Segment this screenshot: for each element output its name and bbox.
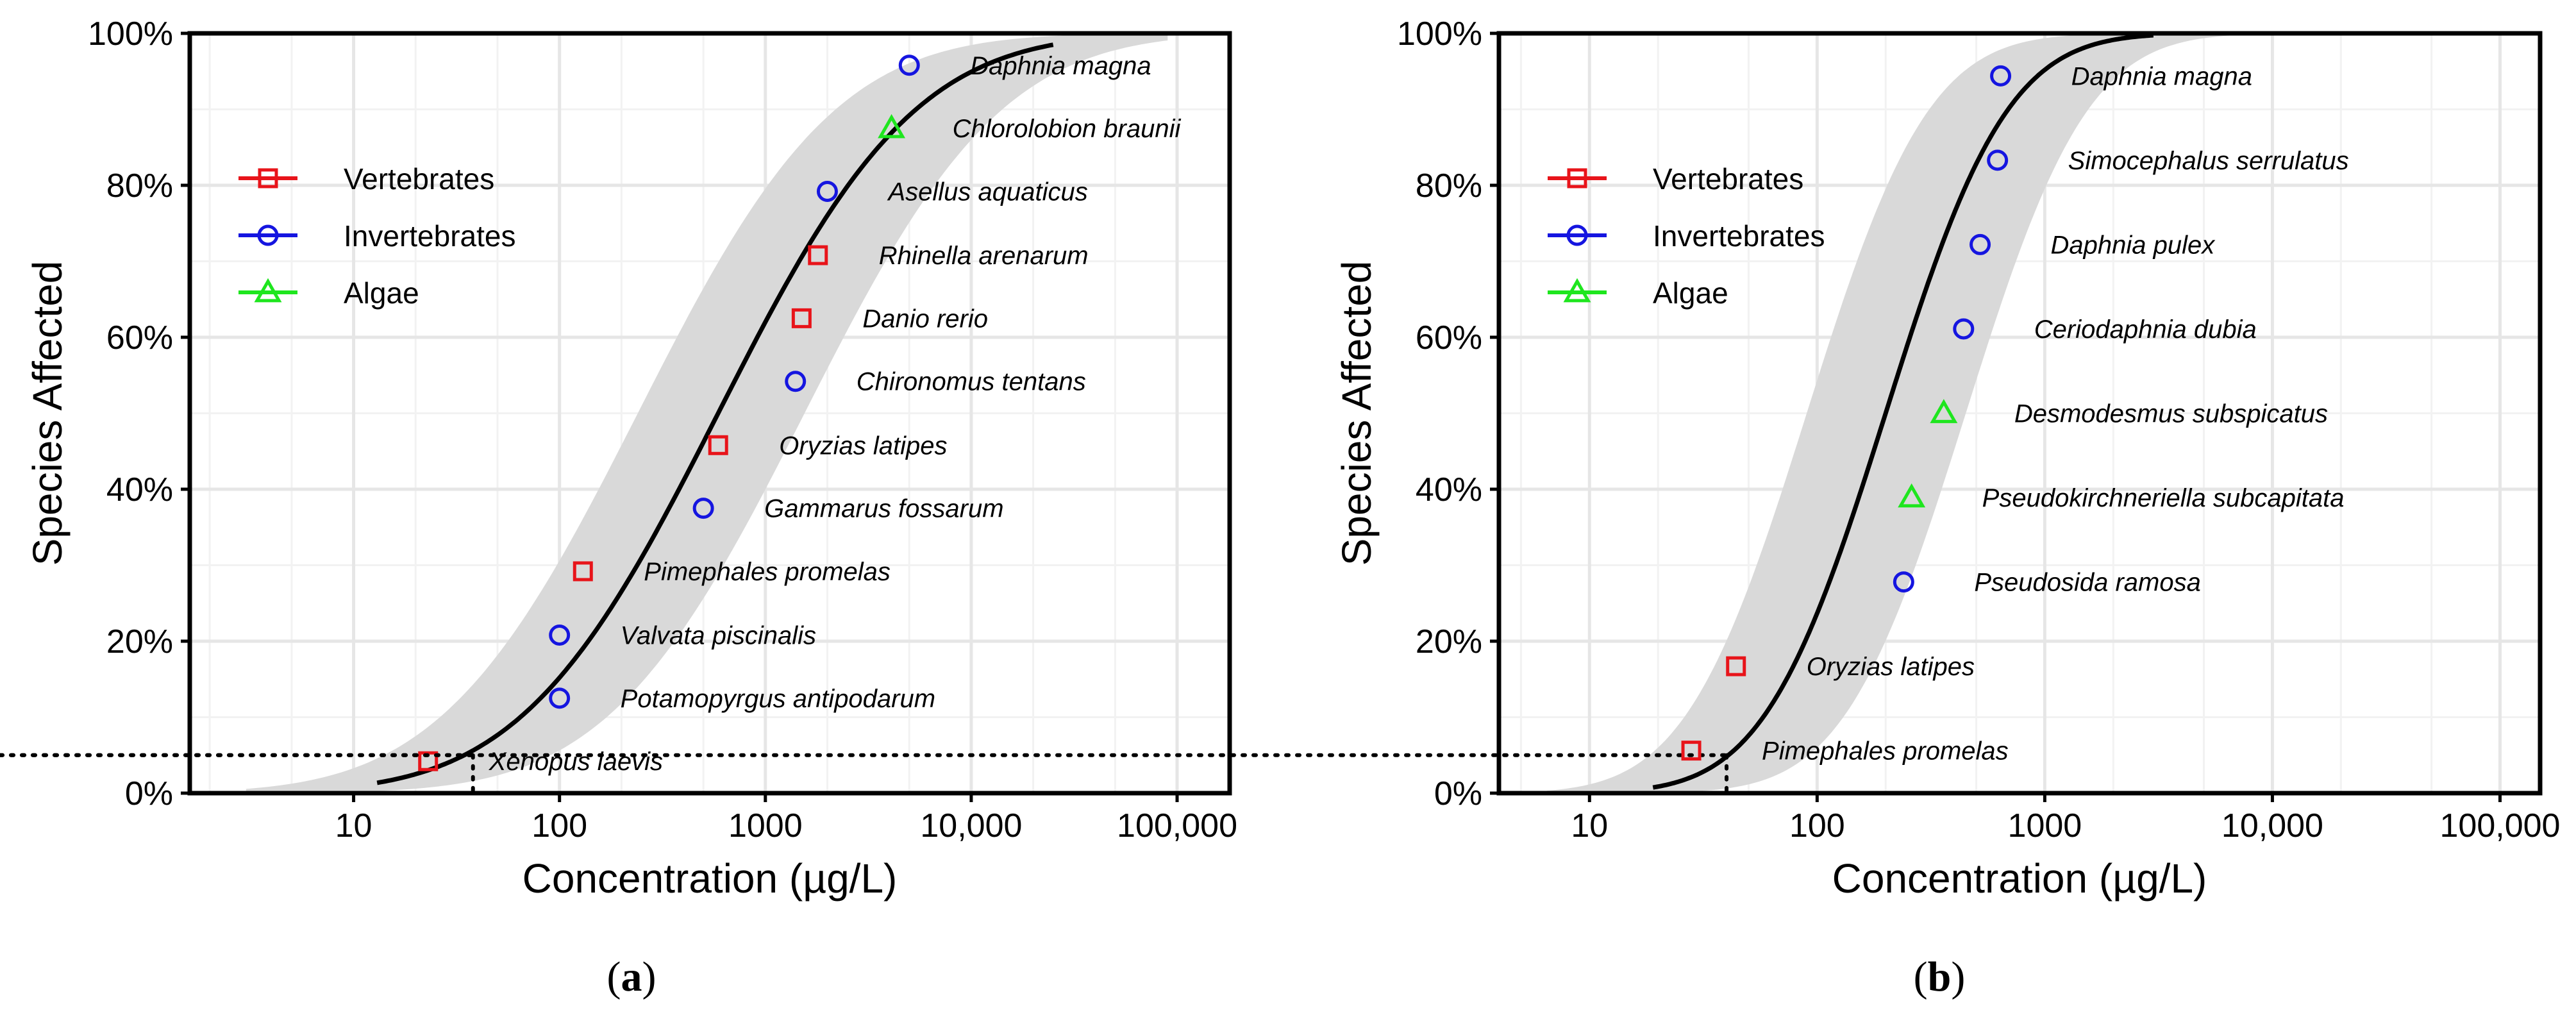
- species-label: Danio rerio: [862, 305, 988, 333]
- panel-a-caption: (a): [607, 953, 657, 1000]
- y-tick-label: 0%: [125, 775, 173, 812]
- species-label: Rhinella arenarum: [879, 242, 1089, 270]
- data-points: Xenopus laevis Potamopyrgus antipodarum Va…: [418, 52, 1182, 776]
- species-label: Asellus aquaticus: [887, 178, 1087, 206]
- x-tick-label: 10,000: [2221, 807, 2323, 844]
- confidence-band: [1546, 33, 2381, 793]
- data-point-invertebrates: [549, 687, 571, 709]
- species-label: Oryzias latipes: [779, 432, 947, 460]
- data-point-vertebrates: [1726, 656, 1746, 676]
- legend-label: Vertebrates: [1653, 162, 1803, 196]
- data-point-invertebrates: [1970, 233, 1991, 255]
- y-tick-label: 80%: [106, 167, 173, 205]
- fitted-ssd-curve: [376, 42, 1054, 785]
- panel-a: Xenopus laevis Potamopyrgus antipodarum Va…: [0, 15, 1237, 902]
- data-point-invertebrates: [1987, 149, 2009, 171]
- species-label: Desmodesmus subspicatus: [2014, 400, 2328, 428]
- plot-border: [1496, 31, 2543, 796]
- panel-b: Pimephales promelas Oryzias latipes Pseudo…: [0, 15, 2560, 902]
- x-tick-label: 1000: [728, 807, 803, 844]
- plot-border: [187, 31, 1232, 796]
- legend-label: Invertebrates: [344, 219, 515, 253]
- species-label: Daphnia magna: [2071, 62, 2252, 90]
- y-tick-label: 100%: [1397, 15, 1482, 53]
- y-tick-label: 0%: [1434, 775, 1482, 812]
- data-point-vertebrates: [573, 561, 593, 582]
- data-point-algae: [1930, 399, 1958, 423]
- x-tick-label: 1000: [2008, 807, 2082, 844]
- species-label: Pseudokirchneriella subcapitata: [1982, 484, 2345, 512]
- data-point-vertebrates: [708, 435, 728, 455]
- x-tick-label: 100: [531, 807, 587, 844]
- y-tick-label: 20%: [1416, 623, 1482, 660]
- data-point-invertebrates: [898, 55, 920, 76]
- species-label: Potamopyrgus antipodarum: [621, 685, 935, 713]
- y-axis-title: Species Affected: [1334, 261, 1380, 566]
- species-label: Valvata piscinalis: [621, 622, 816, 650]
- data-point-invertebrates: [1953, 318, 1975, 340]
- data-points: Pimephales promelas Oryzias latipes Pseudo…: [1681, 62, 2349, 766]
- x-axis-title: Concentration (µg/L): [1832, 855, 2207, 902]
- x-tick-label: 10: [1571, 807, 1608, 844]
- data-point-vertebrates: [791, 308, 812, 328]
- x-tick-label: 100: [1789, 807, 1845, 844]
- legend: Vertebrates Invertebrates Algae: [1548, 162, 1825, 310]
- y-tick-label: 60%: [1416, 319, 1482, 357]
- x-tick-label: 10: [335, 807, 372, 844]
- species-label: Oryzias latipes: [1807, 653, 1975, 681]
- species-label: Pimephales promelas: [1762, 737, 2009, 766]
- legend-key-marker: [1567, 168, 1587, 189]
- y-axis-title: Species Affected: [24, 261, 71, 566]
- x-axis-title: Concentration (µg/L): [523, 855, 898, 902]
- y-tick-label: 60%: [106, 319, 173, 357]
- legend-key-marker: [258, 168, 278, 189]
- data-point-invertebrates: [1893, 571, 1914, 593]
- legend-label: Vertebrates: [344, 162, 494, 196]
- species-label: Chironomus tentans: [857, 368, 1086, 396]
- fitted-ssd-curve: [1652, 33, 2154, 790]
- legend-label: Algae: [344, 276, 419, 310]
- legend-label: Invertebrates: [1653, 219, 1825, 253]
- legend-key-marker: [1563, 278, 1591, 303]
- legend-key-marker: [254, 278, 282, 303]
- species-label: Pimephales promelas: [644, 558, 891, 586]
- data-point-vertebrates: [808, 245, 828, 265]
- y-tick-label: 40%: [106, 471, 173, 508]
- legend: Vertebrates Invertebrates Algae: [238, 162, 515, 310]
- legend-key-marker: [1566, 224, 1588, 246]
- x-tick-label: 10,000: [920, 807, 1022, 844]
- data-point-invertebrates: [1990, 65, 2012, 87]
- legend-key-marker: [257, 224, 279, 246]
- y-tick-label: 100%: [88, 15, 173, 53]
- data-point-vertebrates: [1681, 741, 1702, 761]
- species-label: Simocephalus serrulatus: [2068, 147, 2349, 175]
- confidence-band: [246, 33, 1168, 793]
- species-label: Xenopus laevis: [489, 748, 663, 776]
- y-tick-label: 80%: [1416, 167, 1482, 205]
- species-label: Pseudosida ramosa: [1974, 569, 2201, 597]
- x-tick-label: 100,000: [1117, 807, 1237, 844]
- species-label: Gammarus fossarum: [764, 495, 1003, 523]
- species-label: Daphnia magna: [970, 52, 1151, 80]
- y-tick-label: 20%: [106, 623, 173, 660]
- data-point-invertebrates: [692, 498, 714, 519]
- data-point-invertebrates: [816, 180, 838, 202]
- data-point-algae: [878, 113, 906, 138]
- species-label: Daphnia pulex: [2051, 231, 2216, 259]
- data-point-invertebrates: [549, 625, 571, 646]
- data-point-invertebrates: [785, 371, 807, 392]
- panel-b-caption: (b): [1914, 953, 1966, 1000]
- data-point-algae: [1898, 483, 1926, 508]
- x-tick-label: 100,000: [2439, 807, 2560, 844]
- species-label: Chlorolobion braunii: [953, 115, 1182, 143]
- y-tick-label: 40%: [1416, 471, 1482, 508]
- data-point-vertebrates: [418, 751, 439, 771]
- legend-label: Algae: [1653, 276, 1728, 310]
- species-label: Ceriodaphnia dubia: [2034, 315, 2257, 344]
